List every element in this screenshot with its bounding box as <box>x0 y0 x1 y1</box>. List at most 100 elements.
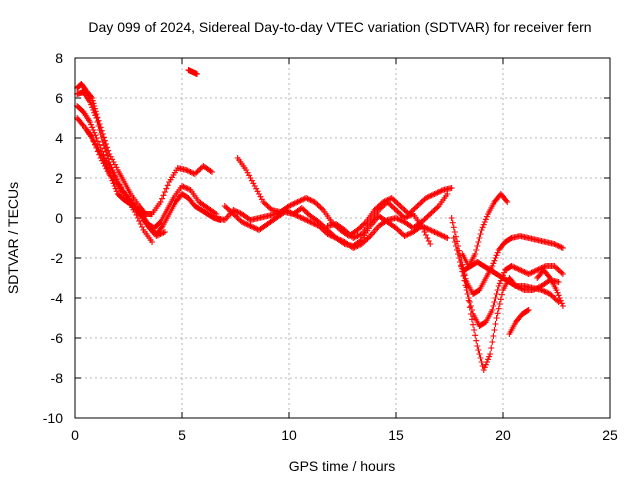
data-point <box>387 201 394 208</box>
data-point <box>462 275 469 282</box>
data-point <box>434 189 441 196</box>
data-point <box>461 272 468 279</box>
data-point <box>358 241 365 247</box>
data-point <box>361 238 368 245</box>
data-point <box>244 169 251 176</box>
data-point <box>437 188 444 195</box>
data-point <box>398 204 405 211</box>
y-tick-label: 6 <box>55 90 63 106</box>
y-tick-label: 2 <box>55 170 63 186</box>
data-point <box>228 209 235 216</box>
data-point <box>157 199 164 205</box>
series-track-12 <box>457 233 566 297</box>
data-point <box>196 167 203 173</box>
data-point <box>248 223 255 230</box>
data-point <box>351 234 358 241</box>
data-point <box>487 351 494 357</box>
data-point <box>107 172 114 179</box>
data-point <box>559 303 566 309</box>
data-point <box>207 168 214 174</box>
data-point <box>233 213 240 220</box>
data-point <box>477 355 484 361</box>
y-tick-label: 8 <box>55 50 63 66</box>
data-point <box>441 233 448 240</box>
data-point <box>293 212 300 219</box>
data-point <box>438 232 445 239</box>
data-point <box>321 228 328 235</box>
data-point <box>241 220 248 227</box>
data-point <box>555 292 562 299</box>
data-point <box>383 218 390 224</box>
data-point <box>501 269 508 276</box>
data-point <box>353 233 360 240</box>
data-point <box>183 167 190 173</box>
data-point <box>558 244 565 251</box>
data-point <box>256 191 263 197</box>
data-point <box>91 129 98 136</box>
data-point <box>491 327 498 333</box>
series-track-13 <box>461 259 562 305</box>
data-point <box>101 159 108 165</box>
data-point <box>106 169 113 176</box>
data-point <box>134 215 141 221</box>
data-point <box>395 209 402 216</box>
data-point <box>363 237 370 243</box>
data-point <box>531 268 538 275</box>
data-point <box>391 197 398 204</box>
data-point <box>159 195 166 202</box>
data-point <box>522 269 529 276</box>
series-track-3 <box>74 103 168 239</box>
data-point <box>96 127 103 133</box>
data-point <box>291 211 298 218</box>
data-point <box>314 201 321 208</box>
data-point <box>554 289 561 296</box>
data-point <box>211 210 218 216</box>
data-point <box>159 230 166 237</box>
data-point <box>89 124 96 131</box>
data-point <box>465 295 472 301</box>
data-point <box>438 187 445 194</box>
data-point <box>97 131 104 137</box>
data-point <box>355 225 362 232</box>
data-point <box>420 217 427 224</box>
data-point <box>92 112 99 119</box>
data-point <box>475 347 482 353</box>
data-point <box>308 197 315 204</box>
data-point <box>223 204 230 211</box>
data-point <box>494 249 501 256</box>
data-point <box>401 215 408 221</box>
data-point <box>422 225 429 231</box>
data-point <box>360 221 367 228</box>
data-point <box>238 219 245 225</box>
data-point <box>554 242 561 249</box>
data-point <box>190 170 197 177</box>
data-point <box>375 207 382 213</box>
data-point <box>483 213 490 220</box>
data-point <box>494 310 501 317</box>
data-point <box>476 235 483 241</box>
data-point <box>551 263 558 269</box>
data-point <box>434 204 441 211</box>
data-point <box>149 239 156 245</box>
data-point <box>421 216 428 223</box>
data-point <box>303 195 310 201</box>
data-point <box>320 227 327 233</box>
data-point <box>525 307 532 313</box>
data-point <box>240 219 247 226</box>
data-point <box>414 203 421 209</box>
data-point <box>424 235 431 241</box>
data-point <box>89 104 96 111</box>
x-axis-title: GPS time / hours <box>289 458 396 474</box>
data-point <box>555 243 562 249</box>
data-point <box>394 208 401 215</box>
data-point <box>544 289 551 296</box>
data-point <box>337 237 344 243</box>
data-point <box>431 229 438 235</box>
data-point <box>398 217 405 224</box>
data-point <box>294 213 301 219</box>
data-point <box>248 177 255 184</box>
data-point <box>559 271 566 277</box>
data-point <box>313 200 320 207</box>
data-point <box>357 224 364 231</box>
data-point <box>181 184 188 191</box>
